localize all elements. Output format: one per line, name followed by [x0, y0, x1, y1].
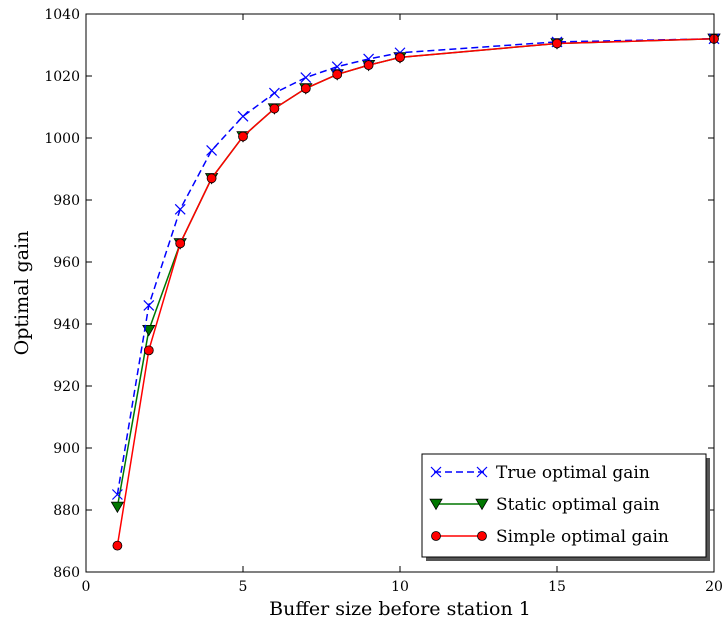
data-point-static-optimal-gain — [110, 501, 125, 514]
legend-label: True optimal gain — [496, 463, 650, 483]
x-marker-stroke — [143, 299, 155, 311]
data-point-simple-optimal-gain — [300, 83, 311, 94]
legend-label: Static optimal gain — [496, 495, 660, 515]
data-point-simple-optimal-gain — [175, 238, 186, 249]
legend-marker — [430, 466, 442, 478]
y-tick-label: 1020 — [44, 69, 80, 85]
series-simple-optimal-gain — [112, 33, 719, 551]
y-tick-label: 980 — [53, 193, 80, 209]
data-point-simple-optimal-gain — [238, 131, 248, 142]
y-tick-label: 960 — [53, 255, 80, 271]
data-point-simple-optimal-gain — [269, 103, 280, 114]
y-tick-label: 1040 — [44, 7, 80, 23]
data-point-true-optimal-gain — [331, 61, 343, 73]
legend: True optimal gain Static optimal gain Simp… — [421, 453, 710, 561]
series-line-simple-optimal-gain — [116, 38, 715, 546]
data-point-simple-optimal-gain — [143, 345, 154, 356]
y-tick-label: 860 — [53, 565, 80, 581]
x-marker-stroke — [111, 489, 123, 500]
series-true-optimal-gain — [111, 33, 720, 500]
data-point-true-optimal-gain — [111, 489, 123, 500]
x-tick-label: 15 — [548, 579, 566, 595]
y-axis-label: Optimal gain — [11, 231, 33, 356]
y-tick-label: 1000 — [44, 131, 80, 147]
data-point-true-optimal-gain — [268, 87, 280, 99]
x-marker-stroke — [331, 61, 343, 73]
y-tick-label: 940 — [53, 317, 80, 333]
data-point-simple-optimal-gain — [206, 173, 217, 184]
legend-entry-simple-optimal-gain: Simple optimal gain — [431, 527, 669, 547]
x-tick-label: 10 — [391, 579, 409, 595]
x-marker-stroke — [206, 144, 218, 156]
plot-area — [110, 33, 721, 551]
x-tick-label: 0 — [82, 579, 91, 595]
y-tick-label: 880 — [53, 503, 80, 519]
series-static-optimal-gain — [110, 33, 721, 514]
axis-ticks: 0 5 10 15 20 860 880 900 920 940 960 980 1000 1020 104… — [44, 7, 723, 595]
x-marker-stroke — [476, 466, 488, 478]
legend-marker — [431, 531, 441, 541]
x-marker-stroke — [237, 110, 249, 122]
data-point-true-optimal-gain — [206, 144, 218, 156]
x-marker-stroke — [430, 466, 442, 478]
data-point-simple-optimal-gain — [112, 540, 123, 551]
legend-marker — [476, 466, 488, 478]
legend-entry-static-optimal-gain: Static optimal gain — [429, 495, 660, 515]
x-tick-label: 20 — [705, 579, 723, 595]
x-tick-label: 5 — [239, 579, 248, 595]
series-line-true-optimal-gain — [116, 38, 715, 495]
x-marker-stroke — [174, 203, 186, 215]
legend-marker — [429, 498, 443, 511]
legend-marker — [477, 531, 487, 541]
data-point-simple-optimal-gain — [332, 69, 343, 80]
y-tick-label: 920 — [53, 379, 80, 395]
legend-entry-true-optimal-gain: True optimal gain — [430, 463, 650, 483]
legend-label: Simple optimal gain — [496, 527, 669, 547]
data-point-true-optimal-gain — [237, 110, 249, 122]
data-point-simple-optimal-gain — [395, 52, 405, 63]
data-point-simple-optimal-gain — [363, 60, 374, 71]
legend-marker — [475, 498, 489, 511]
x-marker-stroke — [300, 72, 312, 83]
x-axis-label: Buffer size before station 1 — [269, 598, 531, 620]
series-line-static-optimal-gain — [116, 38, 715, 508]
legend-entries: True optimal gain Static optimal gain Simp… — [429, 463, 669, 547]
x-marker-stroke — [268, 87, 280, 99]
data-point-true-optimal-gain — [143, 299, 155, 311]
data-point-true-optimal-gain — [174, 203, 186, 215]
legend-box — [421, 453, 707, 558]
data-point-true-optimal-gain — [300, 72, 312, 83]
data-point-simple-optimal-gain — [552, 38, 562, 49]
y-tick-label: 900 — [53, 441, 80, 457]
